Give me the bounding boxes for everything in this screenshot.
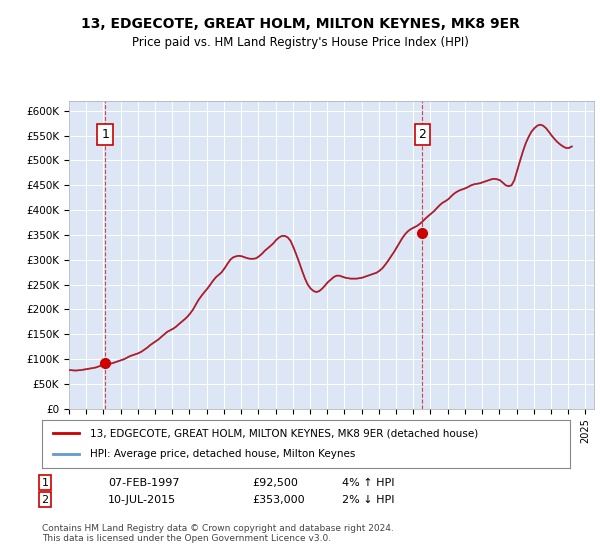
Text: 2: 2 bbox=[418, 128, 426, 141]
Text: £353,000: £353,000 bbox=[252, 494, 305, 505]
Text: 13, EDGECOTE, GREAT HOLM, MILTON KEYNES, MK8 9ER: 13, EDGECOTE, GREAT HOLM, MILTON KEYNES,… bbox=[80, 17, 520, 31]
Text: 07-FEB-1997: 07-FEB-1997 bbox=[108, 478, 179, 488]
Text: 13, EDGECOTE, GREAT HOLM, MILTON KEYNES, MK8 9ER (detached house): 13, EDGECOTE, GREAT HOLM, MILTON KEYNES,… bbox=[89, 428, 478, 438]
Text: £92,500: £92,500 bbox=[252, 478, 298, 488]
Text: 1: 1 bbox=[101, 128, 109, 141]
Text: HPI: Average price, detached house, Milton Keynes: HPI: Average price, detached house, Milt… bbox=[89, 449, 355, 459]
Text: Contains HM Land Registry data © Crown copyright and database right 2024.
This d: Contains HM Land Registry data © Crown c… bbox=[42, 524, 394, 543]
Text: 1: 1 bbox=[41, 478, 49, 488]
Text: Price paid vs. HM Land Registry's House Price Index (HPI): Price paid vs. HM Land Registry's House … bbox=[131, 36, 469, 49]
Text: 2: 2 bbox=[41, 494, 49, 505]
Text: 2% ↓ HPI: 2% ↓ HPI bbox=[342, 494, 395, 505]
Text: 10-JUL-2015: 10-JUL-2015 bbox=[108, 494, 176, 505]
Text: 4% ↑ HPI: 4% ↑ HPI bbox=[342, 478, 395, 488]
